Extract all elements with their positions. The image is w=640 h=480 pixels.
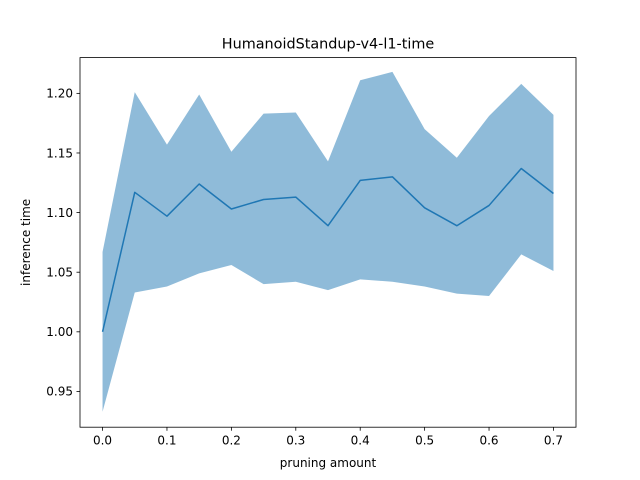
x-tick-label: 0.5 xyxy=(415,434,434,448)
y-tick-label: 0.95 xyxy=(46,385,73,399)
y-tick-label: 1.10 xyxy=(46,206,73,220)
x-tick-label: 0.2 xyxy=(222,434,241,448)
x-tick-label: 0.0 xyxy=(93,434,112,448)
axes-frame xyxy=(79,57,577,428)
x-axis: 0.0 0.1 0.2 0.3 0.4 0.5 0.6 0.7 xyxy=(93,427,563,448)
x-tick-label: 0.6 xyxy=(479,434,498,448)
confidence-band xyxy=(102,71,554,412)
x-tick-label: 0.7 xyxy=(544,434,563,448)
x-tick-label: 0.1 xyxy=(157,434,176,448)
x-axis-label: pruning amount xyxy=(280,456,377,470)
series-line xyxy=(101,167,554,332)
chart-title: HumanoidStandup-v4-l1-time xyxy=(222,37,435,53)
x-tick-label: 0.3 xyxy=(286,434,305,448)
y-tick-label: 1.15 xyxy=(46,146,73,160)
y-tick-label: 1.20 xyxy=(46,87,73,101)
x-tick-label: 0.4 xyxy=(351,434,370,448)
y-tick-label: 1.05 xyxy=(46,266,73,280)
y-axis: 0.95 1.00 1.05 1.10 1.15 1.20 xyxy=(46,87,80,399)
plot-area xyxy=(101,71,554,412)
y-tick-label: 1.00 xyxy=(46,325,73,339)
y-axis-label: inference time xyxy=(19,199,33,286)
